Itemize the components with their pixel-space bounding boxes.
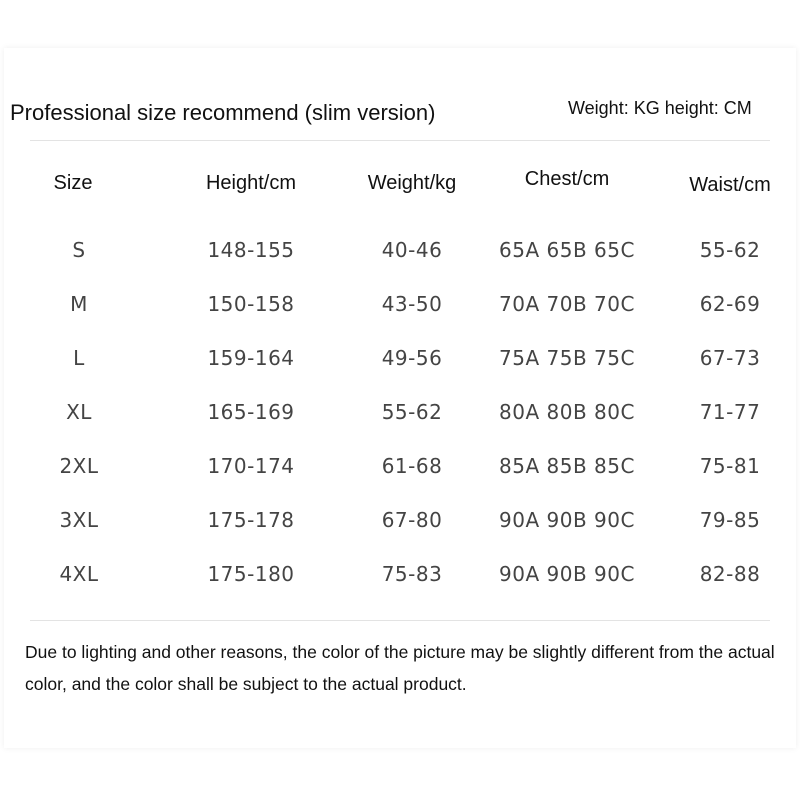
column-header: Waist/cm (689, 174, 771, 196)
column-header: Size (53, 172, 93, 194)
cell: 85A 85B 85C (499, 454, 635, 478)
cell: 67-80 (381, 508, 443, 532)
cell: 61-68 (381, 454, 443, 478)
card (4, 48, 796, 748)
cell: 65A 65B 65C (499, 238, 635, 262)
cell: 55-62 (381, 400, 443, 424)
cell: 90A 90B 90C (499, 562, 635, 586)
cell: 79-85 (699, 508, 761, 532)
note: Due to lighting and other reasons, the c… (25, 642, 775, 694)
cell: 82-88 (699, 562, 761, 586)
column-header: Height/cm (205, 172, 297, 194)
cell: 75-83 (381, 562, 443, 586)
column-header: Weight/kg (367, 172, 457, 194)
cell: 148-155 (207, 238, 295, 262)
divider (30, 140, 770, 141)
cell: 170-174 (207, 454, 295, 478)
divider (30, 620, 770, 621)
column-header: Chest/cm (524, 168, 610, 190)
cell: 175-178 (207, 508, 295, 532)
cell: 150-158 (207, 292, 295, 316)
cell: 75A 75B 75C (499, 346, 635, 370)
cell: 40-46 (381, 238, 443, 262)
cell: 3XL (59, 508, 99, 532)
cell: S (72, 238, 86, 262)
cell: 2XL (59, 454, 99, 478)
title: Professional size recommend (slim versio… (10, 100, 436, 125)
cell: XL (66, 400, 92, 424)
cell: 159-164 (207, 346, 295, 370)
cell: 55-62 (699, 238, 761, 262)
cell: 49-56 (381, 346, 443, 370)
cell: 43-50 (381, 292, 443, 316)
units: Weight: KG height: CM (568, 98, 752, 118)
cell: 165-169 (207, 400, 295, 424)
cell: 175-180 (207, 562, 295, 586)
cell: L (73, 346, 85, 370)
cell: 90A 90B 90C (499, 508, 635, 532)
cell: M (70, 292, 88, 316)
cell: 67-73 (699, 346, 761, 370)
cell: 71-77 (699, 400, 761, 424)
cell: 80A 80B 80C (499, 400, 635, 424)
cell: 75-81 (699, 454, 761, 478)
cell: 4XL (59, 562, 99, 586)
cell: 70A 70B 70C (499, 292, 635, 316)
cell: 62-69 (699, 292, 761, 316)
